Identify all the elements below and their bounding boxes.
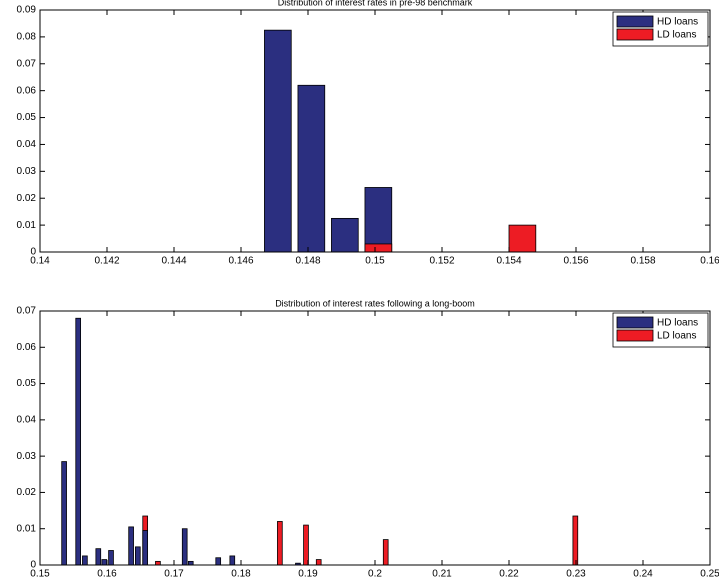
bar — [215, 557, 222, 566]
chart-title: Distribution of interest rates in pre-98… — [278, 0, 473, 7]
legend-swatch — [616, 316, 654, 329]
x-tick-label: 0.144 — [161, 256, 186, 267]
bar — [128, 526, 134, 566]
y-tick-label: 0.02 — [17, 487, 37, 498]
bar — [229, 555, 236, 566]
legend-label: LD loans — [657, 331, 696, 342]
y-tick-label: 0.09 — [17, 5, 37, 16]
bar — [187, 560, 194, 566]
bar — [508, 224, 537, 253]
x-tick-label: 0.146 — [228, 256, 253, 267]
y-tick-label: 0.01 — [17, 523, 37, 534]
x-tick-label: 0.21 — [432, 569, 452, 580]
x-tick-label: 0.152 — [429, 256, 454, 267]
y-tick-label: 0 — [30, 247, 36, 258]
bar — [61, 461, 67, 566]
legend-label: LD loans — [657, 30, 696, 41]
chart-title: Distribution of interest rates following… — [275, 298, 475, 308]
bar — [364, 187, 393, 253]
legend-swatch — [616, 329, 654, 342]
y-tick-label: 0.05 — [17, 378, 37, 389]
x-tick-label: 0.16 — [700, 256, 719, 267]
x-tick-label: 0.156 — [563, 256, 588, 267]
y-tick-label: 0 — [30, 560, 36, 571]
y-tick-label: 0.02 — [17, 193, 37, 204]
legend-label: HD loans — [657, 17, 698, 28]
bar — [264, 29, 292, 253]
legend-label: HD loans — [657, 318, 698, 329]
legend-swatch — [616, 15, 654, 28]
x-tick-label: 0.158 — [630, 256, 655, 267]
x-tick-label: 0.23 — [566, 569, 586, 580]
x-tick-label: 0.154 — [496, 256, 521, 267]
bar — [572, 515, 579, 566]
plot-area — [40, 311, 710, 565]
bar — [101, 559, 108, 566]
x-tick-label: 0.148 — [295, 256, 320, 267]
x-tick-label: 0.17 — [164, 569, 184, 580]
y-tick-label: 0.06 — [17, 85, 37, 96]
bar — [382, 539, 389, 566]
x-tick-label: 0.25 — [700, 569, 719, 580]
bar — [315, 559, 322, 566]
bar — [364, 243, 393, 253]
y-tick-label: 0.08 — [17, 32, 37, 43]
y-tick-label: 0.03 — [17, 451, 37, 462]
bar — [181, 528, 188, 566]
bar — [95, 548, 102, 566]
x-tick-label: 0.16 — [97, 569, 117, 580]
x-tick-label: 0.19 — [298, 569, 318, 580]
bar — [135, 546, 141, 566]
x-tick-label: 0.2 — [368, 569, 382, 580]
bar — [75, 317, 82, 566]
x-tick-label: 0.142 — [94, 256, 119, 267]
y-tick-label: 0.01 — [17, 220, 37, 231]
legend-swatch — [616, 28, 654, 41]
x-tick-label: 0.15 — [365, 256, 385, 267]
bar — [142, 530, 149, 566]
x-tick-label: 0.15 — [30, 569, 50, 580]
x-tick-label: 0.14 — [30, 256, 50, 267]
bar — [331, 217, 359, 253]
y-tick-label: 0.04 — [17, 414, 37, 425]
y-tick-label: 0.04 — [17, 139, 37, 150]
x-tick-label: 0.22 — [499, 569, 519, 580]
y-tick-label: 0.07 — [17, 306, 37, 317]
bar — [277, 521, 283, 566]
bar — [297, 84, 326, 253]
bar — [108, 550, 114, 566]
bar — [303, 524, 309, 566]
y-tick-label: 0.06 — [17, 342, 37, 353]
bar — [155, 560, 161, 566]
y-tick-label: 0.05 — [17, 112, 37, 123]
x-tick-label: 0.24 — [633, 569, 653, 580]
y-tick-label: 0.03 — [17, 166, 37, 177]
bar — [82, 555, 88, 566]
x-tick-label: 0.18 — [231, 569, 251, 580]
y-tick-label: 0.07 — [17, 58, 37, 69]
